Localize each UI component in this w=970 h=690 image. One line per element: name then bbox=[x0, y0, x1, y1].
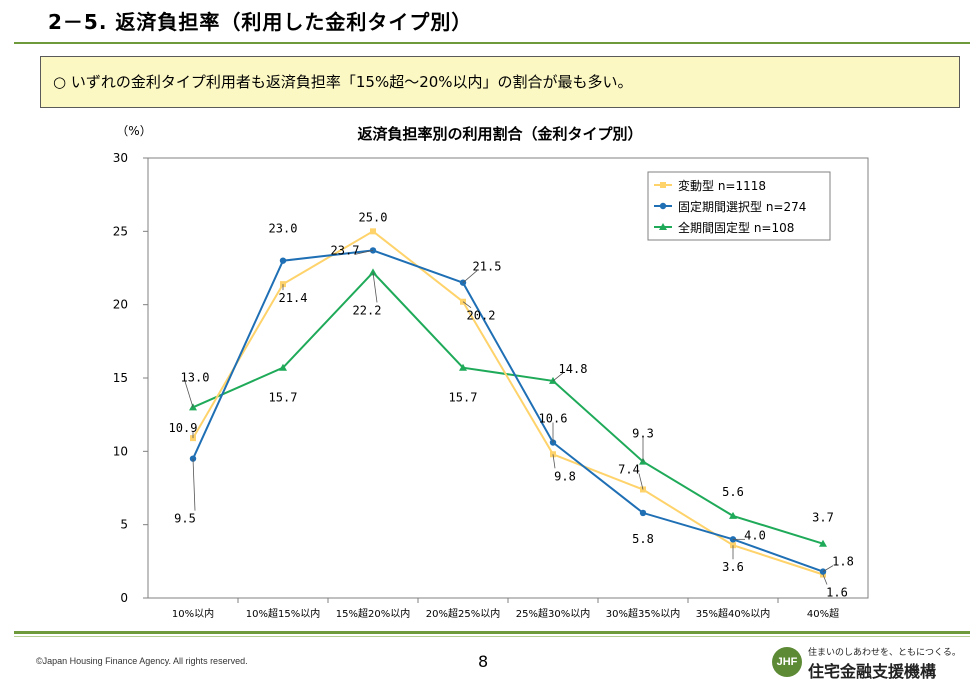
footer-divider bbox=[14, 631, 970, 634]
chart-container: 返済負担率別の利用割合（金利タイプ別） （%） 0 5 10 15 20 25 30 10%以内 1… bbox=[0, 112, 970, 632]
label-leader-line bbox=[822, 565, 834, 572]
data-label: 5.6 bbox=[722, 485, 744, 499]
data-label: 5.8 bbox=[632, 532, 654, 546]
label-leader-line bbox=[638, 473, 644, 490]
y-axis-label: （%） bbox=[116, 124, 151, 138]
copyright-text: ©Japan Housing Finance Agency. All right… bbox=[36, 656, 248, 666]
y-tick-label: 20 bbox=[113, 298, 128, 312]
logo-name: 住宅金融支援機構 bbox=[808, 662, 937, 681]
data-label: 14.8 bbox=[559, 362, 588, 376]
data-point bbox=[639, 509, 647, 517]
legend-label: 固定期間選択型 n=274 bbox=[678, 199, 806, 214]
y-tick-label: 25 bbox=[113, 224, 128, 238]
data-label: 9.3 bbox=[632, 427, 654, 441]
data-label: 3.6 bbox=[722, 560, 744, 574]
label-leader-line bbox=[184, 381, 194, 408]
label-leader-line bbox=[552, 372, 564, 382]
data-point bbox=[819, 539, 827, 547]
data-label: 20.2 bbox=[467, 309, 496, 323]
series-line bbox=[192, 249, 824, 573]
data-point bbox=[659, 202, 667, 210]
footer-divider-thin bbox=[14, 636, 970, 637]
data-label: 21.5 bbox=[473, 260, 502, 274]
label-leader-line bbox=[552, 454, 556, 469]
data-label: 23.0 bbox=[269, 222, 298, 236]
chart-title: 返済負担率別の利用割合（金利タイプ別） bbox=[357, 125, 642, 143]
organization-logo: JHF 住まいのしあわせを、ともにつくる。 住宅金融支援機構 bbox=[772, 643, 962, 683]
data-point bbox=[729, 511, 737, 519]
data-point bbox=[659, 223, 667, 230]
x-tick-label: 25%超30%以内 bbox=[516, 607, 590, 620]
line-chart: 返済負担率別の利用割合（金利タイプ別） （%） 0 5 10 15 20 25 30 10%以内 1… bbox=[113, 124, 869, 620]
series-line bbox=[192, 270, 824, 545]
data-label: 1.8 bbox=[832, 555, 854, 569]
data-point bbox=[660, 182, 666, 188]
x-tick-label: 10%超15%以内 bbox=[246, 607, 320, 620]
data-label: 23.7 bbox=[331, 243, 360, 257]
data-point bbox=[369, 268, 377, 276]
data-point bbox=[370, 228, 376, 235]
label-leader-line bbox=[822, 574, 828, 585]
data-label: 3.7 bbox=[812, 511, 834, 525]
page-title: 2－5. 返済負担率（利用した金利タイプ別） bbox=[48, 10, 473, 34]
legend-box bbox=[647, 171, 831, 241]
data-label: 9.5 bbox=[174, 512, 196, 526]
legend-label: 全期間固定型 n=108 bbox=[678, 220, 794, 235]
y-tick-label: 0 bbox=[120, 591, 128, 605]
data-label: 10.6 bbox=[539, 412, 568, 426]
x-tick-label: 35%超40%以内 bbox=[696, 607, 770, 620]
y-tick-label: 15 bbox=[113, 371, 128, 385]
data-label: 21.4 bbox=[279, 291, 308, 305]
x-tick-label: 15%超20%以内 bbox=[336, 607, 410, 620]
logo-icon: JHF bbox=[772, 647, 802, 677]
x-tick-label: 30%超35%以内 bbox=[606, 607, 680, 620]
data-label: 9.8 bbox=[554, 469, 576, 483]
title-divider bbox=[14, 42, 970, 44]
y-tick-label: 30 bbox=[113, 151, 128, 165]
label-leader-line bbox=[354, 250, 374, 255]
data-label: 25.0 bbox=[359, 210, 388, 224]
data-label: 4.0 bbox=[744, 528, 766, 542]
data-label: 1.6 bbox=[826, 586, 848, 600]
label-leader-line bbox=[192, 458, 196, 511]
page-number: 8 bbox=[478, 652, 489, 671]
data-point bbox=[279, 363, 287, 371]
data-label: 15.7 bbox=[449, 391, 478, 405]
x-tick-label: 10%以内 bbox=[172, 607, 214, 620]
logo-tagline: 住まいのしあわせを、ともにつくる。 bbox=[808, 648, 961, 658]
x-tick-label: 20%超25%以内 bbox=[426, 607, 500, 620]
data-label: 13.0 bbox=[181, 370, 210, 384]
label-leader-line bbox=[462, 301, 472, 309]
x-tick-label: 40%超 bbox=[807, 607, 839, 620]
label-leader-line bbox=[372, 272, 378, 303]
data-point bbox=[189, 455, 197, 462]
data-label: 22.2 bbox=[353, 303, 382, 317]
label-leader-line bbox=[462, 270, 478, 283]
data-point bbox=[279, 257, 287, 264]
data-label: 15.7 bbox=[269, 391, 298, 405]
data-label: 7.4 bbox=[618, 462, 640, 476]
legend-label: 変動型 n=1118 bbox=[678, 178, 766, 193]
data-point bbox=[459, 363, 467, 371]
y-tick-label: 10 bbox=[113, 444, 128, 458]
y-tick-label: 5 bbox=[120, 518, 128, 532]
data-label: 10.9 bbox=[169, 421, 198, 435]
summary-box: ○ いずれの金利タイプ利用者も返済負担率「15%超～20%以内」の割合が最も多い… bbox=[40, 56, 960, 108]
